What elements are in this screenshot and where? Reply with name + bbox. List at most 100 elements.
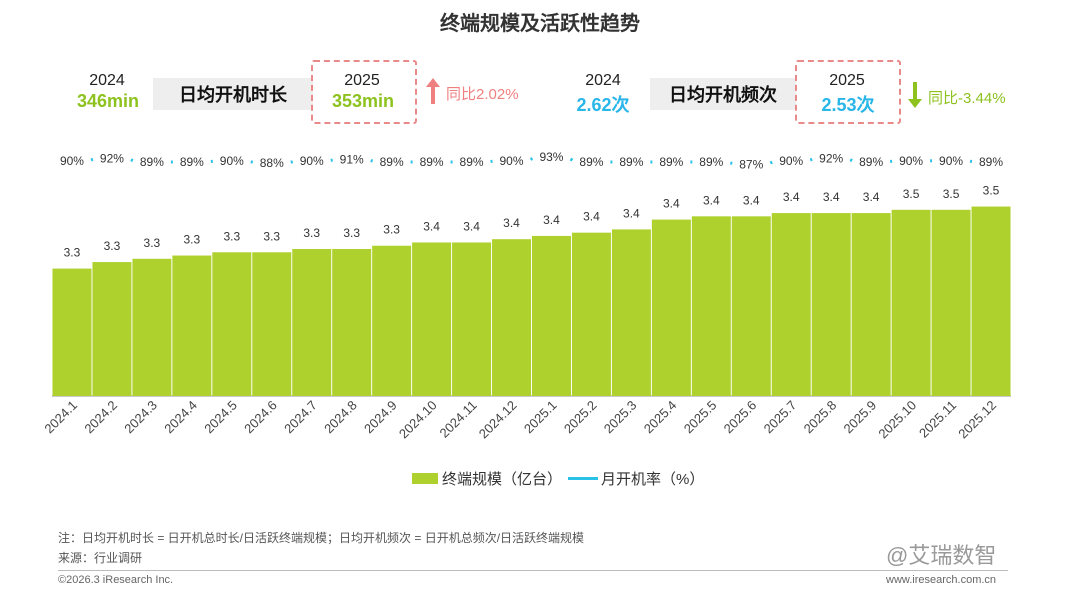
x-tick-2025.7: 2025.7 (761, 398, 800, 437)
copyright: ©2026.3 iResearch Inc. (58, 574, 174, 586)
line-label-2025.11: 90% (939, 154, 963, 168)
line-segment-5 (250, 160, 254, 164)
x-tick-2025.3: 2025.3 (601, 398, 640, 437)
bar-label-2024.8: 3.3 (343, 226, 360, 240)
legend-bar-swatch (412, 473, 438, 484)
line-segment-13 (569, 157, 574, 162)
source-note: 来源：行业调研 (58, 551, 143, 565)
x-tick-2025.1: 2025.1 (521, 398, 560, 437)
bar-2025.10 (891, 209, 931, 396)
bar-2024.4 (172, 255, 212, 396)
legend: 终端规模（亿台） 月开机率（%） (412, 468, 704, 489)
line-label-2025.5: 89% (699, 155, 723, 169)
bar-label-2025.5: 3.4 (703, 193, 720, 207)
line-label-2024.5: 90% (220, 154, 244, 168)
bar-label-2025.3: 3.4 (623, 206, 640, 220)
bar-label-2025.9: 3.4 (863, 190, 880, 204)
bar-2024.12 (492, 239, 532, 396)
x-tick-2024.3: 2024.3 (121, 398, 160, 437)
kpi-left-curr-value: 353min (331, 91, 395, 111)
bar-label-2025.6: 3.4 (743, 193, 760, 207)
watermark: @艾瑞数智 (886, 538, 996, 570)
line-segment-17 (729, 161, 733, 165)
arrow-down-icon (908, 82, 922, 108)
kpi-left-current-box (311, 60, 417, 124)
arrow-up-icon (426, 78, 440, 104)
line-segment-19 (809, 157, 813, 162)
bar-2024.10 (412, 242, 452, 396)
bar-2025.8 (811, 213, 851, 396)
x-tick-2025.2: 2025.2 (561, 398, 600, 437)
line-segment-2 (130, 158, 134, 162)
kpi-right-label: 日均开机频次 (650, 78, 796, 110)
line-label-2024.4: 89% (180, 155, 204, 169)
x-tick-2025.12: 2025.12 (955, 398, 999, 442)
line-label-2025.8: 92% (819, 151, 843, 165)
bar-2024.8 (332, 249, 372, 396)
bar-label-2024.12: 3.4 (503, 216, 520, 230)
line-label-2025.9: 89% (859, 155, 883, 169)
bar-label-2024.7: 3.3 (303, 226, 320, 240)
x-tick-2025.10: 2025.10 (875, 398, 919, 442)
kpi-left-prev-year: 2024 (89, 72, 125, 89)
line-label-2024.11: 89% (460, 155, 484, 169)
bar-label-2024.11: 3.4 (463, 219, 480, 233)
x-tick-2024.2: 2024.2 (81, 398, 120, 437)
bar-label-2024.9: 3.3 (383, 223, 400, 237)
bar-label-2025.10: 3.5 (903, 187, 920, 201)
bar-label-2024.2: 3.3 (104, 239, 121, 253)
x-tick-2025.6: 2025.6 (721, 398, 760, 437)
line-label-2025.3: 89% (619, 155, 643, 169)
bar-2025.3 (611, 229, 651, 396)
line-label-2024.3: 89% (140, 155, 164, 169)
bar-label-2024.1: 3.3 (64, 246, 81, 260)
line-label-2024.6: 88% (260, 156, 284, 170)
line-label-2025.2: 89% (579, 155, 603, 169)
x-tick-2024.7: 2024.7 (281, 398, 320, 437)
kpi-right-curr-year: 2025 (829, 72, 865, 89)
line-label-2024.12: 90% (500, 154, 524, 168)
bar-2025.2 (571, 232, 611, 396)
line-segment-12 (529, 157, 534, 161)
bar-label-2024.10: 3.4 (423, 219, 440, 233)
line-segment-20 (849, 158, 853, 162)
bar-label-2024.6: 3.3 (263, 229, 280, 243)
bar-2024.7 (292, 249, 332, 396)
line-label-2024.1: 90% (60, 154, 84, 168)
bar-2024.9 (372, 245, 412, 396)
bar-2025.7 (771, 213, 811, 396)
footer-divider (58, 570, 1008, 571)
bar-label-2025.12: 3.5 (983, 184, 1000, 198)
bar-2025.4 (651, 219, 691, 396)
bar-2025.9 (851, 213, 891, 396)
bar-2024.11 (452, 242, 492, 396)
kpi-left-label: 日均开机时长 (153, 78, 313, 110)
bar-label-2025.1: 3.4 (543, 213, 560, 227)
kpi-left-curr-year: 2025 (344, 72, 380, 89)
footnote: 注：日均开机时长 = 日开机总时长/日活跃终端规模；日均开机频次 = 日开机总频… (58, 531, 585, 545)
line-label-2024.2: 92% (100, 151, 124, 165)
line-label-2024.8: 91% (340, 153, 364, 167)
line-segment-18 (769, 160, 773, 165)
x-tick-2024.9: 2024.9 (361, 398, 400, 437)
legend-line-label: 月开机率（%） (601, 471, 705, 488)
x-tick-2025.5: 2025.5 (681, 398, 720, 437)
x-tick-2025.8: 2025.8 (801, 398, 840, 437)
kpi-left-prev-value: 346min (76, 91, 140, 111)
x-tick-2024.6: 2024.6 (241, 398, 280, 437)
x-tick-2024.12: 2024.12 (476, 398, 520, 442)
kpi-right-change: 同比-3.44% (928, 90, 1006, 107)
bar-2024.1 (52, 268, 92, 396)
legend-bar-label: 终端规模（亿台） (442, 471, 563, 488)
line-label-2025.12: 89% (979, 155, 1003, 169)
bar-label-2025.8: 3.4 (823, 190, 840, 204)
kpi-right-curr-value: 2.53次 (821, 95, 875, 115)
bar-2025.12 (971, 206, 1011, 396)
website: www.iresearch.com.cn (886, 574, 997, 586)
x-tick-2024.8: 2024.8 (321, 398, 360, 437)
bar-2025.6 (731, 216, 771, 396)
kpi-right-prev-year: 2024 (585, 72, 621, 89)
line-label-2025.7: 90% (779, 154, 803, 168)
bar-2025.11 (931, 209, 971, 396)
bar-2025.5 (691, 216, 731, 396)
